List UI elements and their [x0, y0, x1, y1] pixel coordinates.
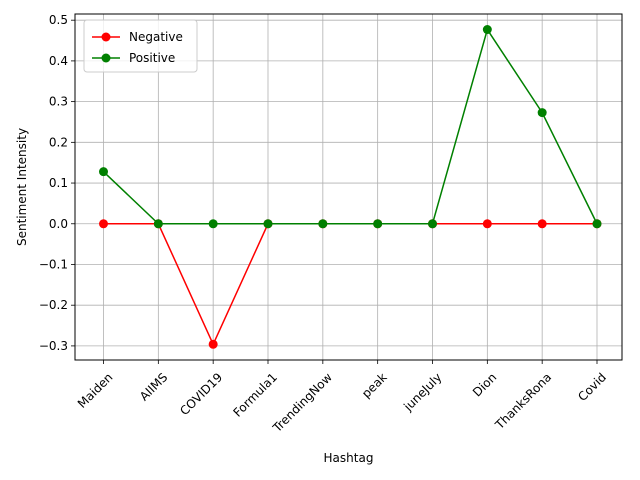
legend-positive-label: Positive	[129, 51, 175, 65]
positive-data-point	[373, 219, 383, 229]
y-tick-label: 0.3	[49, 95, 68, 109]
negative-data-point	[537, 219, 547, 229]
x-tick-label: Formula1	[230, 370, 280, 420]
negative-data-point	[208, 339, 218, 349]
y-tick-label: 0.1	[49, 176, 68, 190]
positive-data-point	[263, 219, 273, 229]
plot-frame	[74, 13, 623, 361]
negative-series-line	[103, 223, 597, 347]
positive-series-line	[102, 27, 598, 225]
positive-data-point	[482, 25, 492, 35]
y-tick-label: −0.3	[39, 339, 68, 353]
x-tick-label: COVID19	[177, 370, 225, 418]
positive-data-point	[428, 219, 437, 229]
x-axis-label: Hashtag	[324, 451, 374, 465]
positive-data-point	[208, 219, 218, 229]
y-tick-label: 0.4	[49, 54, 68, 68]
negative-data-point	[482, 219, 492, 229]
legend-positive-marker	[101, 53, 111, 63]
x-tick-label: Maiden	[75, 370, 116, 411]
legend: Negative Positive	[83, 19, 198, 73]
y-axis-label: Sentiment Intensity	[15, 128, 29, 246]
y-tick-label: −0.2	[39, 298, 68, 312]
legend-box	[83, 19, 198, 73]
x-tick-label: AIIMS	[137, 370, 170, 403]
positive-data-point	[99, 167, 108, 177]
legend-negative-marker	[101, 32, 111, 42]
y-tick-label: 0.0	[49, 217, 68, 231]
series-layer	[99, 25, 602, 349]
y-tick-label: 0.2	[49, 135, 68, 149]
y-tick-label: 0.5	[49, 13, 68, 27]
negative-data-point	[99, 219, 108, 229]
legend-negative-label: Negative	[129, 30, 183, 44]
x-tick-label: ThanksRona	[492, 370, 554, 432]
positive-data-point	[153, 219, 163, 229]
positive-data-point	[318, 219, 328, 229]
x-tick-label: Covid	[575, 370, 609, 404]
positive-data-point	[592, 219, 602, 229]
y-tick-label: −0.1	[39, 257, 68, 271]
positive-data-point	[537, 108, 547, 118]
x-tick-label: peak	[359, 370, 390, 401]
x-tick-label: juneJuly	[400, 370, 444, 414]
x-tick-label: Dion	[470, 370, 499, 399]
